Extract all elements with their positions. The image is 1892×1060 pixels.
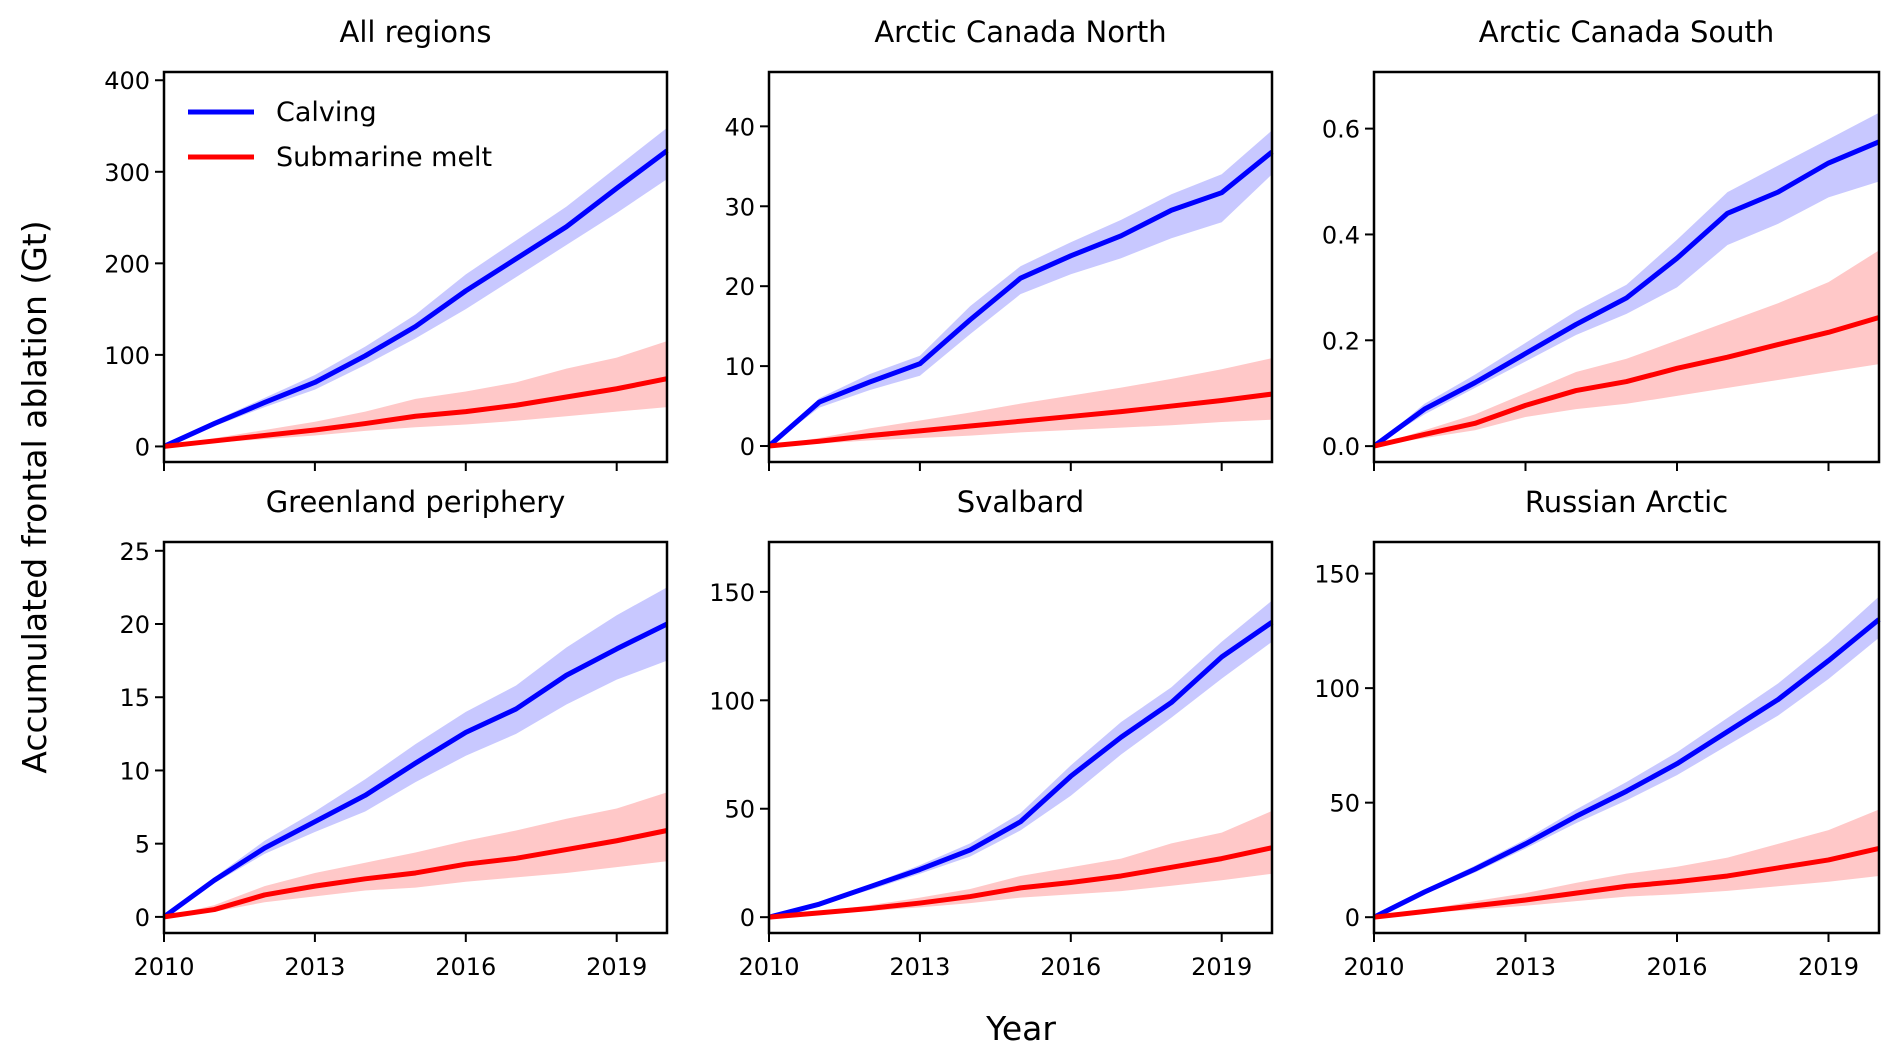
x-tick-label: 2019 — [586, 953, 647, 981]
y-tick-label: 25 — [119, 538, 150, 566]
x-tick-label: 2019 — [1798, 953, 1859, 981]
y-tick-label: 5 — [135, 831, 150, 859]
melt-uncertainty-band — [1374, 250, 1879, 447]
y-tick-label: 15 — [119, 684, 150, 712]
calving-line — [767, 149, 1274, 448]
melt-uncertainty-band — [164, 341, 667, 447]
y-tick-label: 100 — [709, 687, 755, 715]
y-tick-label: 10 — [119, 757, 150, 785]
plot-frame — [1372, 540, 1881, 935]
melt-uncertainty-band — [769, 358, 1272, 447]
x-tick-label: 2013 — [1495, 953, 1556, 981]
y-tick-label: 0.2 — [1322, 327, 1360, 355]
calving-line — [1372, 139, 1880, 449]
melt-line — [1373, 846, 1880, 920]
y-tick-label: 400 — [104, 67, 150, 95]
calving-line — [768, 620, 1274, 920]
plot-frame — [162, 540, 669, 935]
y-tick-label: 100 — [104, 342, 150, 370]
calving-uncertainty-band — [769, 130, 1272, 447]
y-tick-label: 0 — [740, 433, 755, 461]
melt-line — [768, 845, 1273, 920]
y-tick-label: 150 — [709, 579, 755, 607]
melt-line — [768, 391, 1273, 449]
legend-label: Calving — [276, 97, 377, 128]
melt-uncertainty-band — [769, 810, 1272, 918]
y-tick-label: 0.4 — [1322, 221, 1360, 249]
panel-title: Arctic Canada South — [1479, 15, 1775, 49]
melt-uncertainty-band — [164, 792, 667, 917]
calving-uncertainty-band — [1374, 112, 1879, 447]
calving-line — [162, 148, 669, 449]
plot-frame — [767, 540, 1274, 935]
y-tick-label: 0.6 — [1322, 116, 1360, 144]
calving-line — [1372, 617, 1881, 920]
y-tick-label: 0.0 — [1322, 433, 1360, 461]
plot-frame — [162, 70, 669, 464]
x-tick-label: 2016 — [1646, 953, 1707, 981]
y-tick-label: 0 — [740, 904, 755, 932]
x-tick-label: 2013 — [889, 953, 950, 981]
panel-title: All regions — [340, 15, 492, 49]
panel-title: Svalbard — [957, 485, 1084, 519]
y-tick-label: 200 — [104, 250, 150, 278]
panel-title: Arctic Canada North — [874, 15, 1166, 49]
x-tick-label: 2016 — [1040, 953, 1101, 981]
y-tick-label: 100 — [1314, 675, 1360, 703]
panel-russian-arctic: Russian Arctic 0 50 100 150 2010 2013 2016 2019 — [1314, 485, 1881, 981]
y-tick-label: 50 — [1329, 790, 1360, 818]
x-axis-label: Year — [985, 1009, 1056, 1048]
y-tick-label: 10 — [724, 353, 755, 381]
x-tick-label: 2010 — [133, 953, 194, 981]
panel-svalbard: Svalbard 0 50 100 150 2010 2013 2016 2019 — [709, 485, 1274, 981]
y-axis-label: Accumulated frontal ablation (Gt) — [15, 220, 54, 773]
y-tick-label: 150 — [1314, 561, 1360, 589]
y-tick-label: 30 — [724, 193, 755, 221]
melt-line — [163, 828, 668, 920]
x-tick-label: 2016 — [435, 953, 496, 981]
panel-title: Greenland periphery — [266, 485, 566, 519]
y-tick-label: 20 — [724, 273, 755, 301]
panel-arctic-canada-north: Arctic Canada North 0 10 20 30 40 — [724, 15, 1274, 471]
panel-greenland-periphery: Greenland periphery 0 5 10 15 20 25 2010 2013 201… — [119, 485, 669, 981]
calving-line — [162, 621, 669, 919]
panel-title: Russian Arctic — [1525, 485, 1728, 519]
plot-frame — [1372, 70, 1881, 464]
y-tick-label: 20 — [119, 611, 150, 639]
panel-all-regions: All regions 0 100 200 300 400 Calving Submarine… — [104, 15, 669, 471]
melt-uncertainty-band — [1374, 809, 1879, 918]
melt-line — [1373, 315, 1880, 449]
legend: Calving Submarine melt — [188, 97, 492, 173]
panel-arctic-canada-south: Arctic Canada South 0.0 0.2 0.4 0.6 — [1322, 15, 1881, 471]
x-tick-label: 2010 — [738, 953, 799, 981]
y-tick-label: 300 — [104, 159, 150, 187]
x-tick-label: 2019 — [1191, 953, 1252, 981]
y-tick-label: 0 — [135, 433, 150, 461]
y-tick-label: 0 — [135, 904, 150, 932]
y-tick-label: 40 — [724, 113, 755, 141]
melt-line — [163, 376, 668, 449]
y-tick-label: 50 — [724, 796, 755, 824]
x-tick-label: 2013 — [284, 953, 345, 981]
plot-frame — [767, 70, 1274, 464]
legend-label: Submarine melt — [276, 142, 492, 173]
y-tick-label: 0 — [1345, 904, 1360, 932]
x-tick-label: 2010 — [1343, 953, 1404, 981]
